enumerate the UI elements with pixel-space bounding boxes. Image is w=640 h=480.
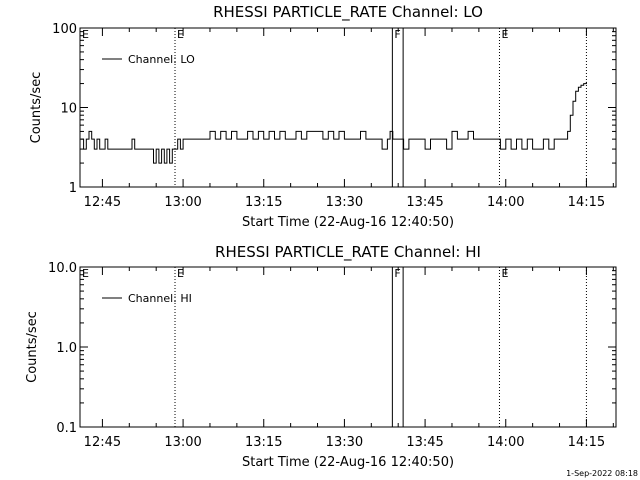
event-marker-label: E — [501, 267, 508, 280]
x-tick-label: 14:15 — [568, 195, 605, 210]
event-marker-label: E — [82, 28, 89, 41]
x-tick-label: 13:30 — [326, 195, 363, 210]
y-tick-label: 0.1 — [56, 421, 77, 436]
event-marker-label: E — [177, 267, 184, 280]
panel-hi-title: RHESSI PARTICLE_RATE Channel: HI — [215, 243, 481, 262]
panel-lo-title: RHESSI PARTICLE_RATE Channel: LO — [213, 3, 483, 22]
x-tick-label: 14:00 — [487, 195, 524, 210]
y-tick-label: 1 — [69, 181, 77, 196]
event-marker-label: F — [394, 28, 400, 41]
event-marker-label: E — [177, 28, 184, 41]
footer-timestamp: 1-Sep-2022 08:18 — [566, 469, 638, 478]
panel-hi: RHESSI PARTICLE_RATE Channel: HI Counts/… — [25, 243, 617, 470]
panel-lo-legend-label: Channel: LO — [128, 53, 195, 66]
panel-lo-y-ticks: 1 10 100 — [52, 22, 616, 196]
panel-hi-legend-label: Channel: HI — [128, 292, 192, 305]
x-tick-label: 13:45 — [406, 435, 443, 450]
panel-hi-event-markers: E F EE — [82, 267, 587, 427]
event-marker-label: E — [82, 267, 89, 280]
y-tick-label: 1.0 — [56, 341, 77, 356]
panel-lo-x-axis-label: Start Time (22-Aug-16 12:40:50) — [242, 215, 454, 230]
x-tick-label: 12:45 — [84, 435, 121, 450]
x-tick-label: 14:00 — [487, 435, 524, 450]
y-tick-label: 10.0 — [48, 261, 77, 276]
x-tick-label: 14:15 — [568, 435, 605, 450]
panel-hi-y-axis-label: Counts/sec — [25, 311, 40, 383]
panel-lo-event-markers: E F EE — [82, 28, 587, 187]
x-tick-label: 13:30 — [326, 435, 363, 450]
panel-hi-y-ticks: 0.1 1.0 10.0 — [48, 261, 616, 436]
x-tick-label: 13:15 — [245, 195, 282, 210]
x-tick-label: 13:00 — [164, 195, 201, 210]
panel-lo: RHESSI PARTICLE_RATE Channel: LO Counts/… — [29, 3, 617, 230]
panel-hi-x-axis-label: Start Time (22-Aug-16 12:40:50) — [242, 455, 454, 470]
event-marker-label: F — [394, 267, 400, 280]
x-tick-label: 13:15 — [245, 435, 282, 450]
panel-lo-y-axis-label: Counts/sec — [29, 72, 44, 144]
x-tick-label: 12:45 — [84, 195, 121, 210]
x-tick-label: 13:45 — [406, 195, 443, 210]
panel-lo-series-line — [80, 81, 587, 164]
y-tick-label: 10 — [60, 102, 77, 117]
panel-lo-x-ticks: 12:45 13:00 13:15 13:30 13:45 14:00 14:15 — [84, 28, 614, 210]
x-tick-label: 13:00 — [164, 435, 201, 450]
event-marker-label: E — [501, 28, 508, 41]
y-tick-label: 100 — [52, 22, 77, 37]
